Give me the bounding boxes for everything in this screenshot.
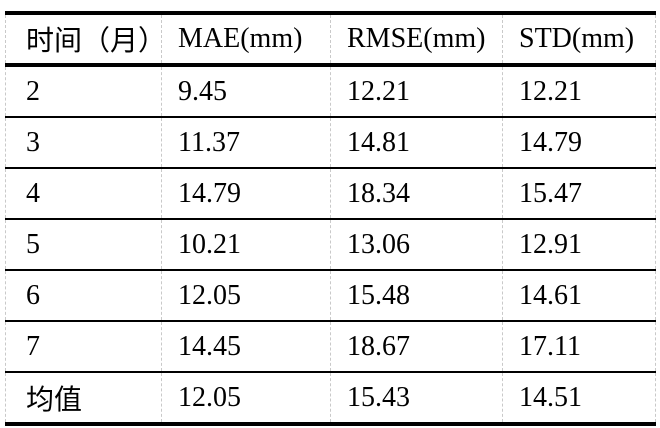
cell-mae: 12.05 bbox=[161, 372, 331, 426]
cell-month: 3 bbox=[5, 117, 162, 169]
col-header-mae: MAE(mm) bbox=[161, 11, 331, 67]
cell-std: 12.91 bbox=[502, 219, 656, 271]
col-header-std: STD(mm) bbox=[502, 11, 656, 67]
cell-rmse: 18.34 bbox=[330, 168, 503, 220]
cell-month: 7 bbox=[5, 321, 162, 373]
cell-rmse: 18.67 bbox=[330, 321, 503, 373]
cell-month: 5 bbox=[5, 219, 162, 271]
cell-std: 15.47 bbox=[502, 168, 656, 220]
cell-std: 14.61 bbox=[502, 270, 656, 322]
cell-month: 2 bbox=[5, 65, 162, 118]
cell-rmse: 15.48 bbox=[330, 270, 503, 322]
cell-mae: 14.45 bbox=[161, 321, 331, 373]
cell-month: 6 bbox=[5, 270, 162, 322]
cell-mae: 11.37 bbox=[161, 117, 331, 169]
cell-month: 4 bbox=[5, 168, 162, 220]
cell-std: 12.21 bbox=[502, 65, 656, 118]
metrics-table: 时间（月） MAE(mm) RMSE(mm) STD(mm) 2 9.45 12… bbox=[5, 11, 656, 426]
cell-rmse: 15.43 bbox=[330, 372, 503, 426]
table-row-month-7: 7 14.45 18.67 17.11 bbox=[5, 321, 656, 373]
cell-rmse: 14.81 bbox=[330, 117, 503, 169]
cell-mae: 12.05 bbox=[161, 270, 331, 322]
cell-std: 14.79 bbox=[502, 117, 656, 169]
table-row-mean: 均值 12.05 15.43 14.51 bbox=[5, 372, 656, 426]
table-row-month-4: 4 14.79 18.34 15.47 bbox=[5, 168, 656, 220]
cell-rmse: 12.21 bbox=[330, 65, 503, 118]
cell-std: 17.11 bbox=[502, 321, 656, 373]
table-row-month-3: 3 11.37 14.81 14.79 bbox=[5, 117, 656, 169]
table-row-month-2: 2 9.45 12.21 12.21 bbox=[5, 65, 656, 118]
cell-month-mean-label: 均值 bbox=[5, 372, 162, 426]
cell-rmse: 13.06 bbox=[330, 219, 503, 271]
table-row-month-5: 5 10.21 13.06 12.91 bbox=[5, 219, 656, 271]
cell-mae: 14.79 bbox=[161, 168, 331, 220]
cell-mae: 9.45 bbox=[161, 65, 331, 118]
table-row-month-6: 6 12.05 15.48 14.61 bbox=[5, 270, 656, 322]
cell-mae: 10.21 bbox=[161, 219, 331, 271]
cell-std: 14.51 bbox=[502, 372, 656, 426]
table-header-row: 时间（月） MAE(mm) RMSE(mm) STD(mm) bbox=[5, 11, 656, 67]
col-header-rmse: RMSE(mm) bbox=[330, 11, 503, 67]
col-header-time: 时间（月） bbox=[5, 11, 162, 67]
